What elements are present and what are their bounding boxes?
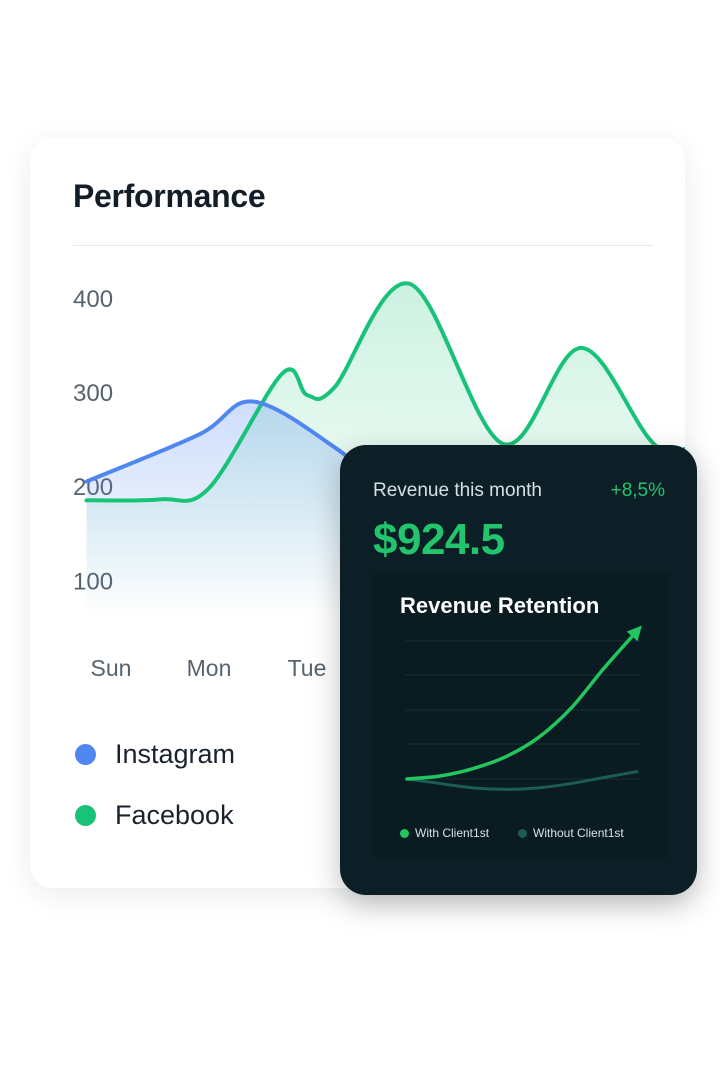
legend-item-facebook[interactable]: Facebook — [75, 800, 234, 831]
y-tick-label: 300 — [73, 380, 113, 407]
x-tick-label: Tue — [288, 655, 327, 681]
retention-line-with — [405, 625, 642, 781]
revenue-card: Revenue this month +8,5% $924.5 Revenue … — [340, 445, 697, 895]
legend-dot-without — [518, 828, 527, 838]
retention-legend-without: Without Client1st — [518, 826, 624, 840]
revenue-label: Revenue this month — [373, 480, 542, 501]
facebook-line — [84, 281, 685, 503]
legend-label-instagram: Instagram — [115, 739, 236, 769]
retention-panel: Revenue Retention With Client1st Without… — [373, 573, 669, 858]
performance-title: Performance — [73, 178, 266, 214]
legend-label-without: Without Client1st — [533, 826, 624, 840]
y-tick-label: 400 — [73, 286, 113, 313]
legend-dot-facebook — [75, 805, 96, 826]
legend-label-with: With Client1st — [415, 826, 490, 840]
legend-dot-with — [400, 828, 409, 838]
legend-dot-instagram — [75, 744, 96, 765]
retention-title: Revenue Retention — [400, 593, 600, 618]
revenue-value: $924.5 — [373, 515, 505, 564]
title-divider — [73, 245, 653, 246]
retention-line-without — [405, 770, 639, 791]
x-tick-label: Sun — [91, 655, 132, 681]
retention-chart — [405, 625, 642, 791]
retention-legend-with: With Client1st — [400, 826, 489, 840]
legend-label-facebook: Facebook — [115, 800, 234, 830]
revenue-change-badge: +8,5% — [610, 480, 665, 501]
x-tick-label: Mon — [187, 655, 232, 681]
legend-item-instagram[interactable]: Instagram — [75, 739, 235, 770]
